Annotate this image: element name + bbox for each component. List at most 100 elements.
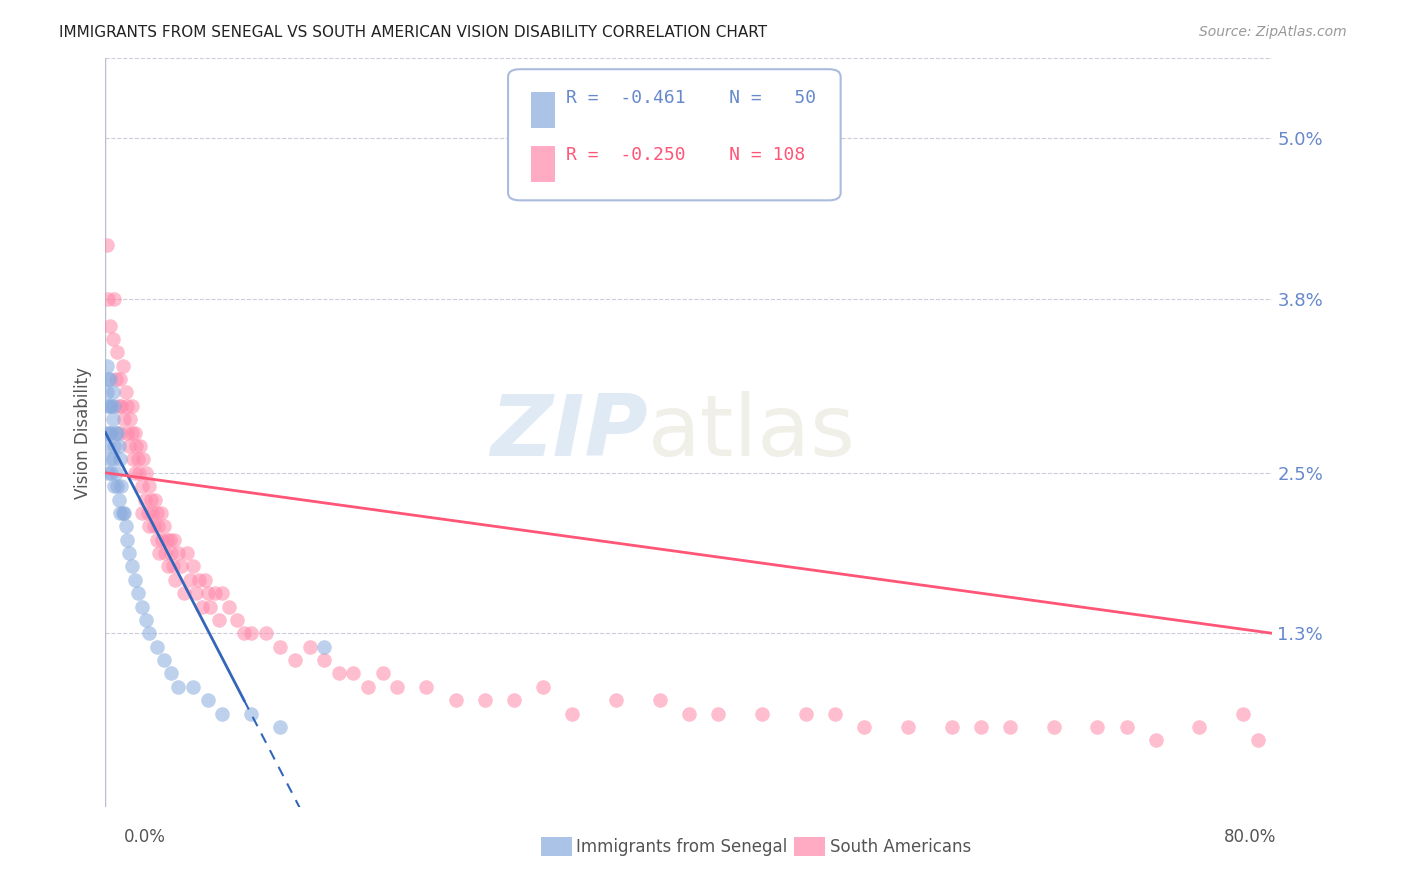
Point: [132, 452, 155, 467]
Point: [121, 399, 143, 413]
Point: [97, 439, 120, 453]
Point: [162, 559, 184, 574]
Point: [167, 680, 190, 694]
Point: [124, 466, 146, 480]
Point: [105, 425, 128, 440]
Point: [190, 599, 212, 614]
Point: [96, 238, 118, 252]
Point: [108, 372, 131, 386]
Point: [98, 452, 121, 467]
Point: [103, 399, 125, 413]
Y-axis label: Vision Disability: Vision Disability: [75, 367, 93, 499]
Point: [233, 626, 256, 640]
Point: [159, 533, 181, 547]
Text: R =  -0.250    N = 108: R = -0.250 N = 108: [567, 146, 806, 164]
Point: [98, 425, 121, 440]
Point: [269, 720, 292, 734]
Point: [941, 720, 963, 734]
Point: [127, 452, 149, 467]
Point: [98, 372, 121, 386]
Point: [121, 425, 143, 440]
Point: [122, 452, 145, 467]
Point: [284, 653, 307, 667]
Point: [101, 452, 124, 467]
Point: [444, 693, 467, 707]
Point: [135, 466, 157, 480]
Point: [1042, 720, 1064, 734]
Point: [897, 720, 920, 734]
Point: [117, 399, 139, 413]
Point: [103, 479, 125, 493]
Point: [342, 666, 364, 681]
Point: [104, 466, 127, 480]
Point: [194, 573, 217, 587]
Point: [970, 720, 993, 734]
Point: [127, 586, 149, 600]
Point: [156, 533, 179, 547]
Point: [96, 425, 118, 440]
Point: [96, 359, 118, 373]
Point: [1188, 720, 1211, 734]
Point: [314, 653, 336, 667]
Point: [97, 292, 120, 306]
Text: Source: ZipAtlas.com: Source: ZipAtlas.com: [1199, 25, 1347, 39]
Point: [104, 425, 127, 440]
Point: [794, 706, 817, 721]
Point: [131, 506, 153, 520]
Point: [415, 680, 437, 694]
Point: [120, 412, 142, 426]
Point: [240, 626, 263, 640]
Text: Immigrants from Senegal: Immigrants from Senegal: [576, 838, 787, 855]
Point: [678, 706, 700, 721]
Point: [173, 586, 195, 600]
Point: [852, 720, 875, 734]
Point: [105, 345, 128, 359]
Point: [100, 425, 122, 440]
Text: IMMIGRANTS FROM SENEGAL VS SOUTH AMERICAN VISION DISABILITY CORRELATION CHART: IMMIGRANTS FROM SENEGAL VS SOUTH AMERICA…: [59, 25, 768, 40]
Point: [503, 693, 526, 707]
Point: [153, 653, 174, 667]
Point: [165, 573, 187, 587]
Point: [108, 506, 131, 520]
Point: [136, 506, 159, 520]
Point: [751, 706, 773, 721]
Point: [97, 466, 120, 480]
Point: [101, 332, 124, 346]
Point: [112, 506, 135, 520]
Bar: [531, 145, 555, 182]
Point: [98, 318, 121, 333]
Point: [111, 506, 134, 520]
Point: [131, 479, 153, 493]
Point: [107, 439, 129, 453]
Point: [148, 546, 170, 560]
Point: [131, 599, 153, 614]
Point: [117, 533, 139, 547]
Text: 0.0%: 0.0%: [124, 828, 166, 846]
Text: R =  -0.461    N =   50: R = -0.461 N = 50: [567, 88, 817, 107]
Point: [531, 680, 554, 694]
Text: atlas: atlas: [648, 391, 856, 475]
Point: [108, 452, 131, 467]
Point: [240, 706, 263, 721]
Point: [107, 492, 129, 507]
Point: [1247, 733, 1270, 747]
Point: [138, 479, 160, 493]
Point: [197, 693, 219, 707]
Point: [314, 640, 336, 654]
Point: [125, 439, 148, 453]
Point: [124, 573, 146, 587]
Point: [117, 425, 139, 440]
Point: [157, 559, 180, 574]
Point: [143, 492, 166, 507]
Text: ZIP: ZIP: [491, 391, 648, 475]
Point: [128, 466, 150, 480]
Point: [104, 372, 127, 386]
Point: [153, 519, 174, 533]
Point: [101, 412, 124, 426]
Point: [108, 425, 131, 440]
Point: [115, 519, 138, 533]
Point: [1087, 720, 1109, 734]
Point: [211, 706, 233, 721]
Point: [118, 546, 141, 560]
Point: [179, 573, 201, 587]
